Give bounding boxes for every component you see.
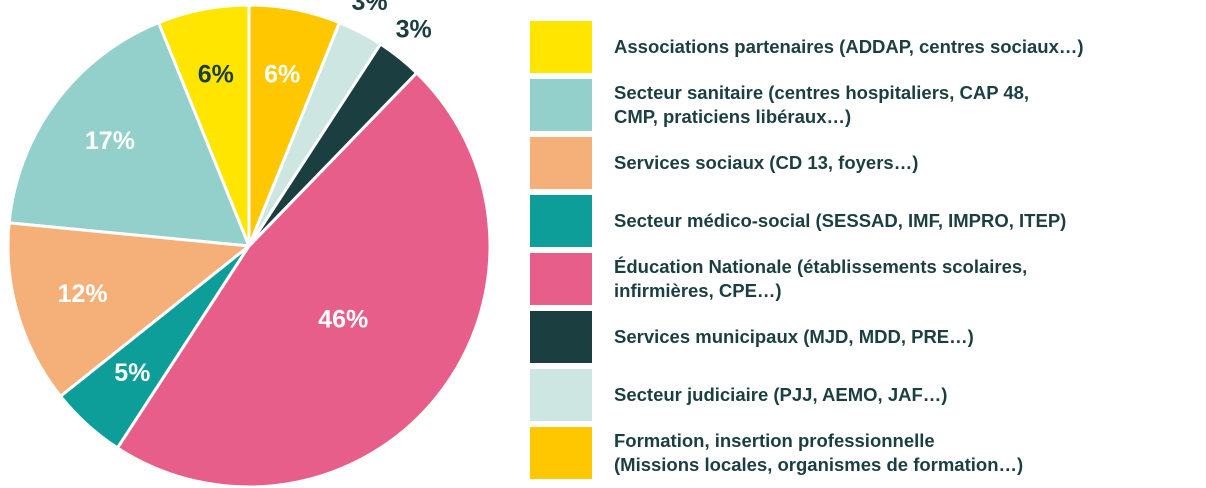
legend-label: Éducation Nationale (établissements scol…: [614, 256, 1028, 301]
legend-label: Services municipaux (MJD, MDD, PRE…): [614, 326, 974, 347]
legend-item: Associations partenaires (ADDAP, centres…: [530, 21, 1200, 73]
legend-swatch: [530, 137, 592, 189]
legend-item: Secteur sanitaire (centres hospitaliers,…: [530, 79, 1200, 131]
legend-item: Formation, insertion professionnelle (Mi…: [530, 427, 1200, 479]
data-label: 6%: [198, 60, 234, 88]
data-label: 46%: [318, 306, 368, 334]
legend-swatch: [530, 21, 592, 73]
data-label: 17%: [85, 127, 135, 155]
pie: 6% 17% 12% 5% 46% 3% 3% 6%: [6, 0, 492, 488]
legend-label: Secteur judiciaire (PJJ, AEMO, JAF…): [614, 384, 948, 405]
legend-swatch: [530, 311, 592, 363]
legend-item: Services municipaux (MJD, MDD, PRE…): [530, 311, 1200, 363]
legend-swatch: [530, 253, 592, 305]
legend-item: Éducation Nationale (établissements scol…: [530, 253, 1200, 305]
legend-swatch: [530, 79, 592, 131]
legend-item: Secteur judiciaire (PJJ, AEMO, JAF…): [530, 369, 1200, 421]
legend-item: Secteur médico-social (SESSAD, IMF, IMPR…: [530, 195, 1200, 247]
pie-slice: [6, 221, 253, 399]
pie-slice: [247, 3, 342, 247]
data-label: 12%: [58, 280, 108, 308]
legend-label: Secteur médico-social (SESSAD, IMF, IMPR…: [614, 210, 1067, 231]
legend-item: Services sociaux (CD 13, foyers…): [530, 137, 1200, 189]
data-label: 6%: [264, 60, 300, 88]
data-label: 5%: [114, 359, 150, 387]
legend-swatch: [530, 427, 592, 479]
data-label: 3%: [351, 0, 387, 16]
data-label: 3%: [396, 15, 432, 43]
legend-label: Services sociaux (CD 13, foyers…): [614, 152, 919, 173]
legend-label: Formation, insertion professionnelle (Mi…: [614, 430, 1024, 475]
legend-label: Secteur sanitaire (centres hospitaliers,…: [614, 82, 1030, 127]
pie-slice: [7, 20, 252, 248]
legend-swatch: [530, 195, 592, 247]
pie-slice: [115, 70, 492, 488]
legend-label: Associations partenaires (ADDAP, centres…: [614, 36, 1084, 57]
legend-swatch: [530, 369, 592, 421]
